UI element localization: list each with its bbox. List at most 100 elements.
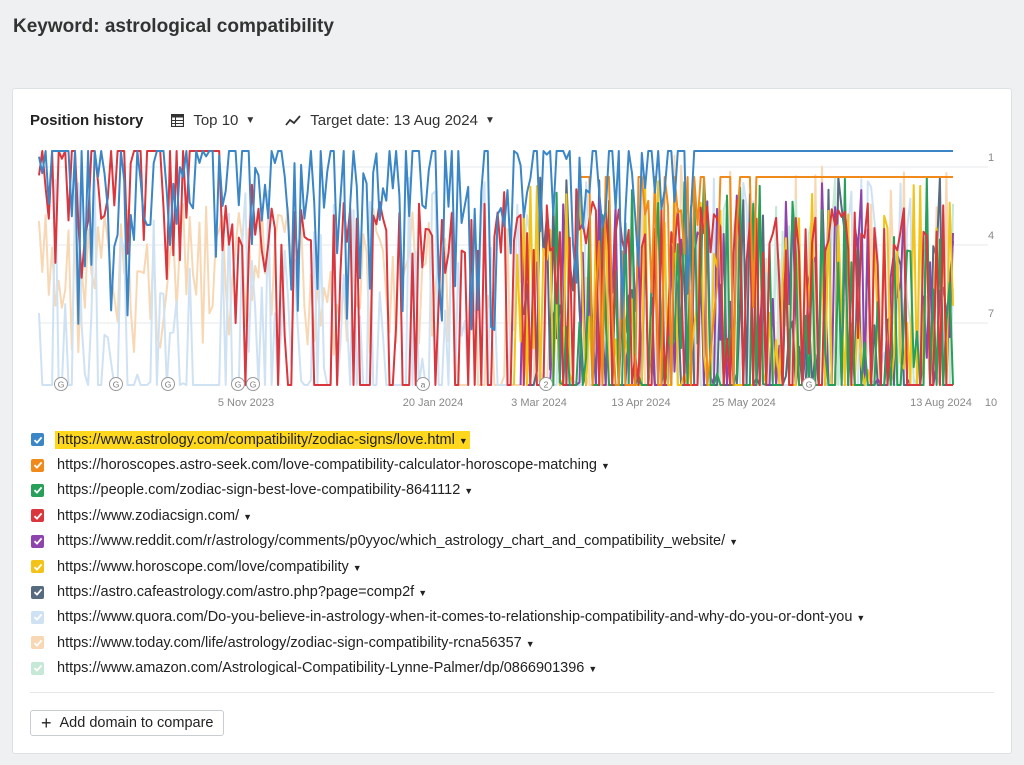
x-tick-label: 13 Aug 2024 [910, 397, 972, 409]
chevron-down-icon: ▼ [464, 486, 474, 497]
check-icon [33, 614, 42, 622]
annotation-marker [109, 377, 123, 391]
annotation-label: a [421, 380, 426, 390]
legend-item: https://www.reddit.com/r/astrology/comme… [31, 529, 867, 554]
series-checkbox[interactable] [31, 433, 44, 447]
top-10-label: Top 10 [193, 111, 239, 129]
series-url-label: https://www.quora.com/Do-you-believe-in-… [57, 609, 853, 626]
x-tick-label: 5 Nov 2023 [218, 397, 274, 409]
add-domain-label: Add domain to compare [59, 715, 214, 731]
chevron-down-icon: ▼ [418, 588, 428, 599]
series-url-label: https://www.zodiacsign.com/ [57, 507, 240, 524]
plus-icon: + [41, 713, 52, 733]
legend-item: https://www.today.com/life/astrology/zod… [31, 630, 867, 655]
series-url-label: https://www.today.com/life/astrology/zod… [57, 634, 522, 651]
annotation-label: G [806, 380, 813, 390]
chevron-down-icon: ▼ [588, 664, 598, 675]
series-url-label: https://www.amazon.com/Astrological-Comp… [57, 660, 585, 677]
table-icon [171, 113, 185, 127]
check-icon [33, 487, 42, 495]
chevron-down-icon: ▼ [856, 613, 866, 624]
legend-item: https://astro.cafeastrology.com/astro.ph… [31, 579, 867, 604]
annotation-marker [539, 377, 553, 391]
series-url-label: https://people.com/zodiac-sign-best-love… [57, 482, 461, 499]
annotation-marker [231, 377, 245, 391]
series-line [38, 150, 953, 386]
chart-svg: 1 4 7 10 5 Nov 2023 20 Jan 2024 3 Mar 2024 13 A… [38, 150, 997, 409]
series-checkbox[interactable] [31, 458, 44, 472]
x-tick-label: 3 Mar 2024 [511, 397, 567, 409]
y-tick-label: 10 [985, 397, 997, 409]
annotation-marker [416, 377, 430, 391]
check-icon [33, 512, 42, 520]
check-icon [33, 436, 42, 444]
series-checkbox[interactable] [31, 610, 44, 624]
check-icon [33, 538, 42, 546]
series-url-label: https://horoscopes.astro-seek.com/love-c… [57, 457, 597, 474]
x-tick-label: 25 May 2024 [712, 397, 776, 409]
y-tick-label: 1 [988, 152, 994, 164]
series-url-label: https://astro.cafeastrology.com/astro.ph… [57, 584, 415, 601]
annotation-marker [161, 377, 175, 391]
chevron-down-icon: ▼ [245, 114, 256, 126]
annotation-marker [246, 377, 260, 391]
series-checkbox[interactable] [31, 483, 44, 497]
annotation-label: 2 [544, 380, 549, 390]
divider [30, 692, 994, 693]
series-line [575, 176, 953, 386]
legend-item: https://people.com/zodiac-sign-best-love… [31, 478, 867, 503]
position-chart: 1 4 7 10 5 Nov 2023 20 Jan 2024 3 Mar 2024 13 A… [13, 141, 1013, 416]
y-tick-label: 7 [988, 308, 994, 320]
chart-toolbar: Position history Top 10 ▼ Target date: 1… [30, 109, 525, 131]
legend-item: https://www.horoscope.com/love/compatibi… [31, 554, 867, 579]
check-icon [33, 588, 42, 596]
series-checkbox[interactable] [31, 585, 44, 599]
series-checkbox[interactable] [31, 509, 44, 523]
series-url-dropdown[interactable]: https://www.quora.com/Do-you-believe-in-… [55, 608, 867, 626]
chevron-down-icon: ▼ [458, 435, 468, 446]
legend: https://www.astrology.com/compatibility/… [31, 427, 867, 681]
check-icon [33, 563, 42, 571]
check-icon [33, 665, 42, 673]
legend-item: https://horoscopes.astro-seek.com/love-c… [31, 452, 867, 477]
series-checkbox[interactable] [31, 661, 44, 675]
chevron-down-icon: ▼ [729, 537, 739, 548]
series-url-dropdown[interactable]: https://www.astrology.com/compatibility/… [55, 430, 470, 449]
legend-item: https://www.amazon.com/Astrological-Comp… [31, 656, 867, 681]
series-checkbox[interactable] [31, 534, 44, 548]
series-line [38, 150, 953, 331]
y-tick-label: 4 [988, 230, 994, 242]
series-url-dropdown[interactable]: https://www.reddit.com/r/astrology/comme… [55, 532, 740, 550]
chevron-down-icon: ▼ [243, 511, 253, 522]
series-url-label: https://www.reddit.com/r/astrology/comme… [57, 533, 726, 550]
chevron-down-icon: ▼ [484, 114, 495, 126]
chevron-down-icon: ▼ [525, 638, 535, 649]
series-url-dropdown[interactable]: https://www.horoscope.com/love/compatibi… [55, 558, 364, 576]
x-tick-label: 20 Jan 2024 [403, 397, 464, 409]
series-url-dropdown[interactable]: https://www.amazon.com/Astrological-Comp… [55, 659, 599, 677]
series-url-dropdown[interactable]: https://horoscopes.astro-seek.com/love-c… [55, 456, 612, 474]
page-title: Keyword: astrological compatibility [13, 16, 334, 37]
target-date-dropdown[interactable]: Target date: 13 Aug 2024 ▼ [285, 112, 495, 129]
top-10-dropdown[interactable]: Top 10 ▼ [171, 112, 255, 129]
chevron-down-icon: ▼ [352, 562, 362, 573]
legend-item: https://www.astrology.com/compatibility/… [31, 427, 867, 452]
series-url-dropdown[interactable]: https://people.com/zodiac-sign-best-love… [55, 481, 475, 499]
series-checkbox[interactable] [31, 560, 44, 574]
annotation-marker [802, 377, 816, 391]
annotation-label: G [250, 380, 257, 390]
chevron-down-icon: ▼ [600, 461, 610, 472]
series-checkbox[interactable] [31, 636, 44, 650]
series-url-dropdown[interactable]: https://astro.cafeastrology.com/astro.ph… [55, 583, 429, 601]
add-domain-button[interactable]: + Add domain to compare [30, 710, 225, 736]
series-url-label: https://www.horoscope.com/love/compatibi… [57, 558, 349, 575]
series-url-dropdown[interactable]: https://www.zodiacsign.com/▼ [55, 507, 254, 525]
target-date-label: Target date: 13 Aug 2024 [310, 111, 478, 129]
series-url-label: https://www.astrology.com/compatibility/… [57, 431, 455, 448]
annotation-label: G [235, 380, 242, 390]
trend-line-icon [285, 114, 301, 126]
annotation-label: G [165, 380, 172, 390]
series-url-dropdown[interactable]: https://www.today.com/life/astrology/zod… [55, 634, 537, 652]
position-history-card: Position history Top 10 ▼ Target date: 1… [12, 88, 1012, 754]
legend-item: https://www.zodiacsign.com/▼ [31, 503, 867, 528]
